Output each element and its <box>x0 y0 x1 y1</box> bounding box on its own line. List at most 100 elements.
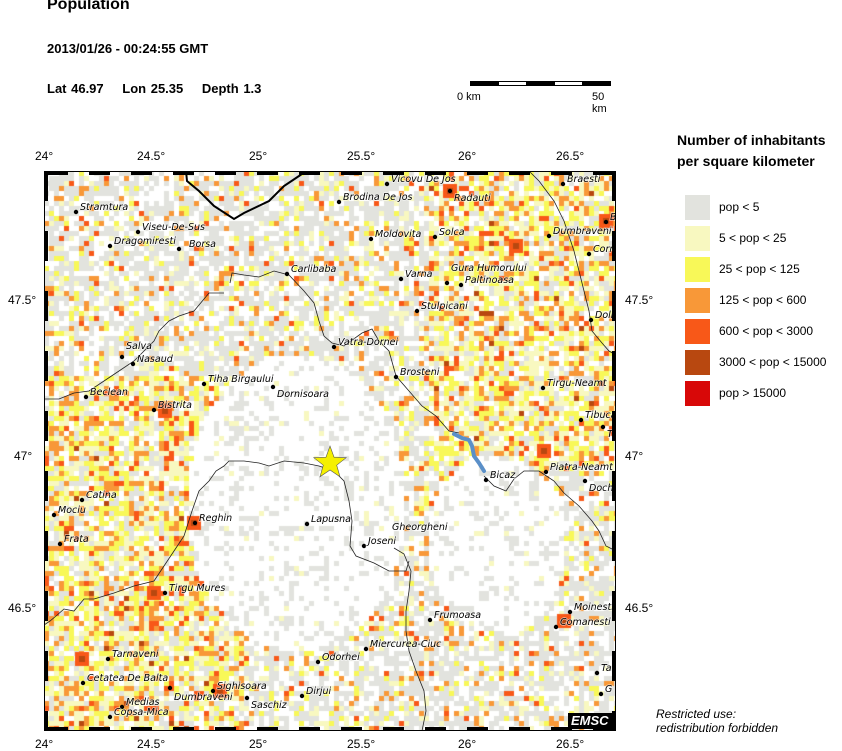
frame-segment <box>131 171 152 175</box>
lat-label-left: 47° <box>14 449 33 463</box>
frame-segment <box>299 171 320 175</box>
legend-swatch <box>685 381 710 406</box>
scale-end-label: 50 km <box>592 91 607 115</box>
city-label: Reghin <box>199 513 232 524</box>
frame-segment <box>593 727 614 731</box>
city-dot <box>368 236 374 242</box>
city-label: Brosteni <box>400 367 440 378</box>
city-marker: Dumbraveni <box>546 225 613 239</box>
city-dot <box>427 617 433 623</box>
city-marker: Mociu <box>51 504 87 518</box>
city-dot <box>336 199 342 205</box>
lon-label-bottom: 26.5° <box>556 737 585 751</box>
city-marker: Moinesti <box>567 601 615 615</box>
lon-label-top: 24° <box>35 149 54 163</box>
city-dot <box>458 282 464 288</box>
frame-segment <box>173 727 194 731</box>
event-coordinates: Lat 46.97 Lon 25.35 Depth 1.3 <box>47 81 275 96</box>
city-label: Bicaz <box>490 470 516 481</box>
city-label: Tirgu-Neamt <box>547 378 608 389</box>
city-label: Bistrita <box>158 400 192 411</box>
event-depth: Depth 1.3 <box>201 81 262 96</box>
city-dot <box>598 691 604 697</box>
city-marker: Carlibaba <box>284 263 337 277</box>
city-marker: Varna <box>398 268 433 282</box>
city-marker: Frumoasa <box>427 609 482 623</box>
city-label: Dornisoara <box>277 389 329 400</box>
city-dot <box>540 385 546 391</box>
city-label: Vicovu De Jos <box>391 174 456 185</box>
city-marker: Brosteni <box>393 366 441 380</box>
city-label: Dumbraveni <box>553 226 612 237</box>
frame-segment <box>612 471 616 501</box>
city-label: Tarnaveni <box>112 649 159 660</box>
city-marker: Lapusna <box>304 513 352 527</box>
city-marker: Tu <box>600 424 616 441</box>
city-marker: Reghin <box>192 512 233 526</box>
frame-segment <box>89 727 110 731</box>
frame-segment <box>215 171 236 175</box>
city-label: Gheorgheni <box>392 522 448 533</box>
legend-swatch <box>685 226 710 251</box>
city-marker: Dirjui <box>299 685 332 699</box>
legend-item: 5 < pop < 25 <box>685 226 835 251</box>
frame-segment <box>44 231 48 261</box>
lon-label-bottom: 24° <box>35 737 54 751</box>
frame-segment <box>467 727 488 731</box>
city-label: Frumoasa <box>434 610 481 621</box>
city-dot <box>107 243 113 249</box>
city-marker: Tiha Birgaului <box>201 373 275 387</box>
city-dot <box>119 354 125 360</box>
frame-segment <box>44 651 48 681</box>
city-dot <box>80 680 86 686</box>
city-dot <box>151 407 157 413</box>
map-panel[interactable]: Stramtura Viseu-De-Sus Dragomiresti Borsa Ca… <box>44 171 616 731</box>
city-marker: Frata <box>57 533 90 547</box>
frame-segment <box>612 711 616 731</box>
city-label: Doch <box>589 483 613 494</box>
city-label: Stramtura <box>80 202 128 213</box>
city-dot <box>588 317 594 323</box>
city-marker: Nasaud <box>130 353 174 367</box>
city-marker: Doch <box>582 478 614 495</box>
city-marker: Sighisoara <box>210 680 268 694</box>
city-dot <box>105 656 111 662</box>
frame-segment <box>383 171 404 175</box>
city-marker: Copsa-Mica <box>107 706 169 720</box>
city-label: Dirjui <box>306 686 332 697</box>
city-label: Copsa-Mica <box>114 707 169 718</box>
legend-item: pop < 5 <box>685 195 835 220</box>
legend-swatch <box>685 319 710 344</box>
frame-segment <box>425 171 446 175</box>
city-marker: G <box>598 683 613 697</box>
city-dot <box>543 469 549 475</box>
city-dot <box>567 609 573 615</box>
epicenter-star-marker[interactable] <box>312 445 348 478</box>
lon-label-bottom: 26° <box>458 737 477 751</box>
frame-segment <box>612 591 616 621</box>
lat-label-right: 47.5° <box>625 293 654 307</box>
city-dot <box>546 233 552 239</box>
city-dot <box>83 394 89 400</box>
legend-swatch <box>685 195 710 220</box>
city-dot <box>578 417 584 423</box>
frame-segment <box>44 531 48 561</box>
city-label: Paltinoasa <box>465 275 514 286</box>
lon-label-top: 25° <box>249 149 268 163</box>
frame-segment <box>383 727 404 731</box>
frame-segment <box>44 411 48 441</box>
county-border <box>528 171 616 356</box>
frame-segment <box>44 711 48 731</box>
scale-segment <box>470 81 499 86</box>
city-marker: Borsa <box>176 238 217 252</box>
city-label: Brodina De Jos <box>343 192 413 203</box>
usage-notice-line1: Restricted use: <box>656 707 737 721</box>
city-dot <box>270 384 276 390</box>
city-marker: Viseu-De-Sus <box>135 221 206 235</box>
city-marker: Moldovita <box>368 228 422 242</box>
city-label: Miercurea-Ciuc <box>370 639 442 650</box>
frame-segment <box>612 351 616 381</box>
legend-swatch <box>685 288 710 313</box>
city-marker: Cetatea De Balta <box>80 672 169 686</box>
